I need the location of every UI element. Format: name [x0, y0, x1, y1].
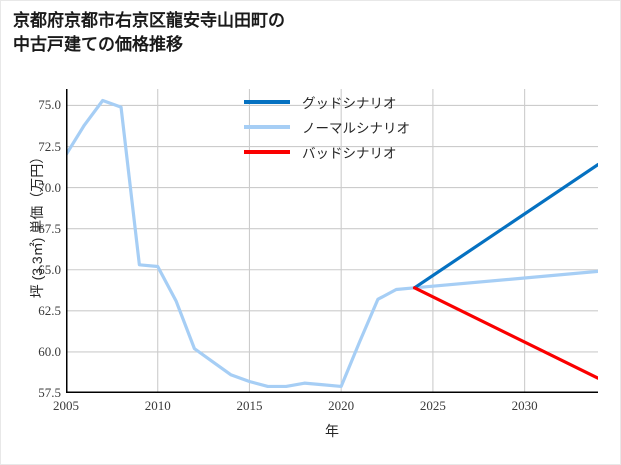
x-tick-label: 2005 — [53, 398, 79, 413]
x-axis-tick-labels: 2005 2010 2015 2020 2025 2030 — [53, 398, 598, 418]
y-tick-label: 70.0 — [38, 179, 61, 195]
y-tick-label: 65.0 — [38, 261, 61, 277]
plot-area — [66, 89, 598, 393]
x-tick-label: 2010 — [144, 398, 171, 413]
legend-item-1[interactable]: グッドシナリオ — [244, 90, 397, 114]
y-tick-label: 75.0 — [38, 97, 61, 113]
legend-label: グッドシナリオ — [302, 96, 397, 111]
x-tick-label: 2015 — [236, 398, 263, 413]
y-tick-label: 57.5 — [38, 385, 61, 400]
y-tick-label: 60.0 — [38, 343, 61, 359]
y-tick-label: 72.5 — [38, 138, 61, 154]
y-axis-tick-labels: 57.5 60.0 62.5 65.0 67.5 70.0 72.5 75.0 — [1, 89, 61, 400]
y-tick-label: 67.5 — [38, 220, 61, 236]
series-line-グッドシナリオ — [412, 162, 598, 290]
legend-label: ノーマルシナリオ — [302, 121, 410, 136]
x-axis-label: 年 — [325, 423, 339, 439]
legend-swatch — [244, 125, 290, 129]
chart-plot-svg — [66, 89, 598, 393]
chart-title: 京都府京都市右京区龍安寺山田町の 中古戸建ての価格推移 — [13, 11, 285, 55]
y-tick-label: 62.5 — [38, 302, 61, 318]
legend-swatch — [244, 150, 290, 154]
x-tick-label: 2030 — [511, 398, 538, 413]
x-tick-label: 2025 — [419, 398, 446, 413]
legend-swatch — [244, 100, 290, 104]
legend-label: バッドシナリオ — [302, 146, 397, 161]
series-line-ノーマルシナリオ — [66, 98, 598, 389]
legend-item-2[interactable]: ノーマルシナリオ — [244, 115, 410, 139]
x-tick-label: 2020 — [328, 398, 355, 413]
series-line-バッドシナリオ — [412, 286, 598, 380]
legend-item-3[interactable]: バッドシナリオ — [244, 140, 397, 164]
y-axis-label: 坪 (3.3㎡) 単価（万円） — [29, 149, 45, 299]
chart-legend: グッドシナリオ ノーマルシナリオ バッドシナリオ — [244, 90, 454, 166]
